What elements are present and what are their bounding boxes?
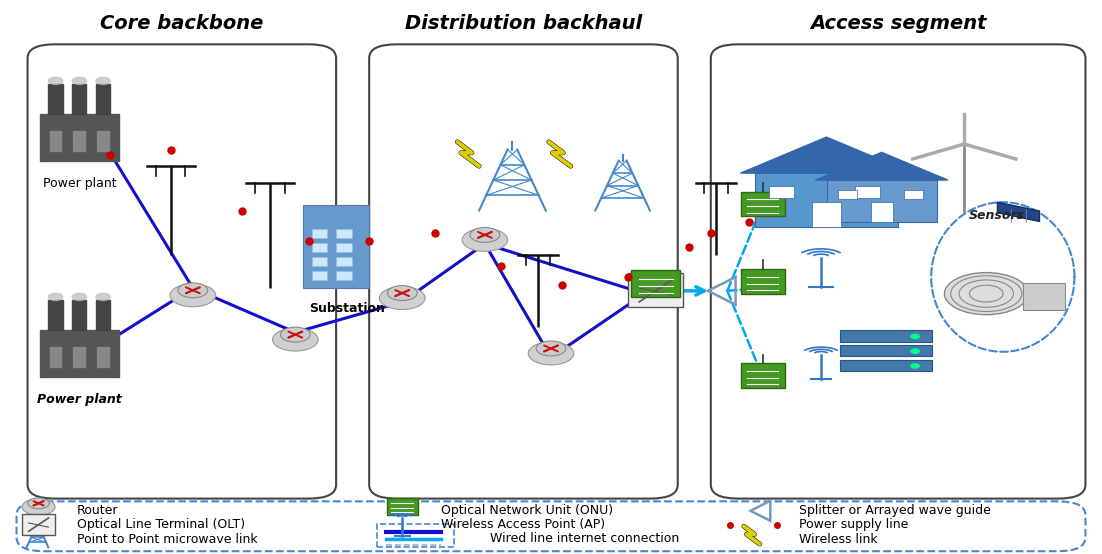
Bar <box>871 202 893 222</box>
Circle shape <box>73 294 86 300</box>
Bar <box>840 360 932 371</box>
Bar <box>741 192 785 216</box>
Text: Substation: Substation <box>310 302 385 315</box>
Bar <box>769 186 795 198</box>
Bar <box>904 189 923 199</box>
Circle shape <box>96 78 110 84</box>
Bar <box>40 330 119 377</box>
Bar <box>840 345 932 356</box>
Bar <box>1023 283 1065 310</box>
Text: Core backbone: Core backbone <box>100 14 263 33</box>
Bar <box>312 271 327 280</box>
Bar <box>826 180 937 222</box>
Text: Power plant: Power plant <box>43 177 116 190</box>
Text: Distribution backhaul: Distribution backhaul <box>404 14 642 33</box>
Text: Power supply line: Power supply line <box>799 518 908 531</box>
Bar <box>48 300 63 330</box>
Circle shape <box>96 294 110 300</box>
Bar <box>755 173 898 227</box>
Circle shape <box>170 284 216 307</box>
Bar <box>96 84 110 114</box>
Bar <box>40 114 119 161</box>
Circle shape <box>911 364 919 368</box>
Bar <box>334 205 365 280</box>
Bar <box>73 300 86 330</box>
Text: Router: Router <box>77 504 119 517</box>
Circle shape <box>911 334 919 338</box>
Bar <box>741 269 785 294</box>
Bar <box>838 189 857 199</box>
Bar <box>97 347 109 367</box>
Polygon shape <box>815 152 948 180</box>
Circle shape <box>73 78 86 84</box>
Bar <box>336 257 352 266</box>
Circle shape <box>177 283 207 297</box>
Text: Optical Network Unit (ONU): Optical Network Unit (ONU) <box>441 504 613 517</box>
Bar <box>628 273 683 307</box>
Text: Wireless link: Wireless link <box>799 532 877 546</box>
Bar <box>48 84 63 114</box>
Text: Splitter or Arrayed wave guide: Splitter or Arrayed wave guide <box>799 504 991 517</box>
Circle shape <box>944 273 1028 315</box>
Bar <box>96 300 110 330</box>
Bar <box>50 347 62 367</box>
Bar <box>840 330 932 342</box>
Bar <box>50 131 62 151</box>
Text: Wired line internet connection: Wired line internet connection <box>490 532 680 545</box>
Bar <box>74 131 85 151</box>
Text: Wireless Access Point (AP): Wireless Access Point (AP) <box>441 518 605 531</box>
Bar <box>812 202 841 227</box>
Circle shape <box>272 328 318 351</box>
Bar <box>855 186 880 198</box>
Bar <box>312 243 327 252</box>
Bar <box>336 271 352 280</box>
Bar <box>336 229 352 238</box>
Circle shape <box>48 294 63 300</box>
Circle shape <box>537 341 566 356</box>
Polygon shape <box>741 137 912 173</box>
Circle shape <box>462 228 508 252</box>
Bar <box>74 347 85 367</box>
Circle shape <box>469 227 500 242</box>
Bar <box>741 363 785 388</box>
Circle shape <box>911 349 919 353</box>
Text: Optical Line Terminal (OLT): Optical Line Terminal (OLT) <box>77 518 246 531</box>
Text: Power plant: Power plant <box>37 393 121 406</box>
Circle shape <box>28 498 50 509</box>
Text: Access segment: Access segment <box>810 14 986 33</box>
Bar <box>73 84 86 114</box>
Bar <box>312 257 327 266</box>
Circle shape <box>379 286 425 310</box>
Text: Point to Point microwave link: Point to Point microwave link <box>77 532 258 546</box>
Bar <box>303 205 369 288</box>
Bar <box>631 270 680 297</box>
Bar <box>387 497 418 515</box>
Circle shape <box>48 78 63 84</box>
Bar <box>336 243 352 252</box>
Polygon shape <box>997 202 1039 222</box>
Circle shape <box>280 327 311 342</box>
Bar <box>97 131 109 151</box>
Circle shape <box>388 286 417 300</box>
Bar <box>312 229 327 238</box>
Text: Sensors: Sensors <box>970 209 1025 222</box>
Circle shape <box>528 342 574 365</box>
Circle shape <box>22 499 55 515</box>
Bar <box>22 514 55 535</box>
